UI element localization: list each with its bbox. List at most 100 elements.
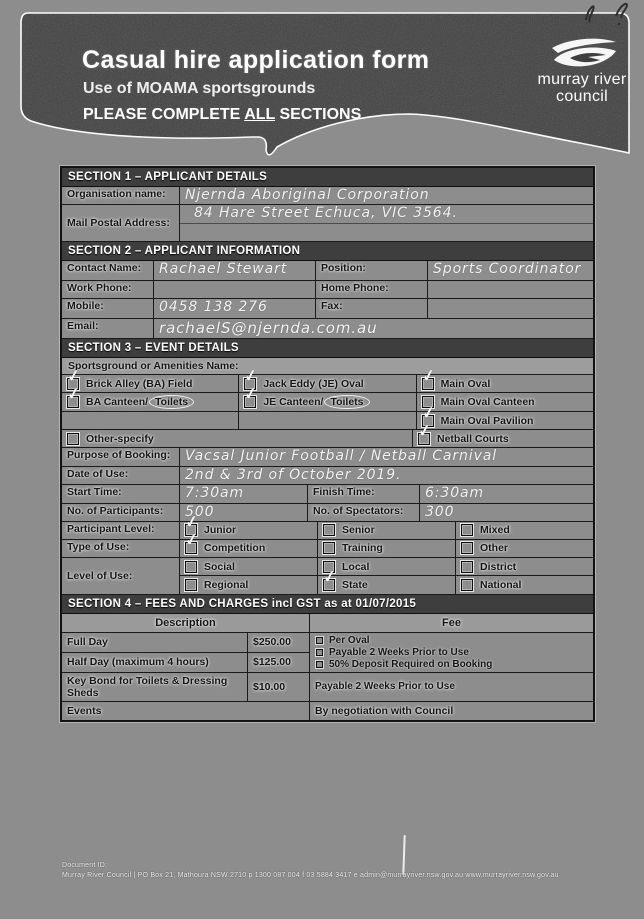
empty-cell [239, 412, 417, 430]
checkbox-icon: ✓ [66, 367, 82, 390]
document-id-label: Document ID: [62, 862, 108, 869]
postal-address-line2 [180, 224, 593, 239]
organisation-label: Organisation name: [62, 187, 180, 205]
level-of-use-row: Level of Use: Social Local District Regi… [62, 557, 593, 595]
email-value: rachaelS@njernda.com.au [159, 319, 378, 338]
date-of-use-field: 2nd & 3rd of October 2019. [180, 467, 593, 484]
finish-time-field: 6:30am [420, 485, 593, 502]
grounds-row-2: ✓ BA Canteen/Toilets ✓ JE Canteen/Toilet… [62, 385, 593, 413]
participants-field: 500 [180, 503, 308, 521]
email-row: Email: rachaelS@njernda.com.au [62, 319, 593, 340]
purpose-value: Vacsal Junior Football / Netball Carniva… [185, 448, 498, 465]
fee-conditions: Per Oval Payable 2 Weeks Prior to Use 50… [310, 633, 593, 672]
checkbox-je-canteen: ✓ JE Canteen/Toilets [239, 385, 417, 412]
description-column-header: Description [62, 613, 310, 632]
checkbox-label: Other [480, 542, 509, 555]
participant-level-label: Participant Level: [62, 521, 180, 539]
work-phone-field [154, 281, 316, 299]
postal-address-field: 84 Hare Street Echuca, VIC 3564. [180, 205, 593, 241]
checkbox-label: Main Oval Pavilion [440, 414, 534, 427]
checkbox-icon: ✓ [66, 385, 82, 409]
grounds-header: Sportsground or Amenities Name: [62, 358, 593, 376]
type-of-use-row: Type of Use: ✓ Competition Training Other [62, 531, 593, 558]
fee-condition-item: Per Oval [316, 635, 587, 646]
checkbox-label: Senior [342, 524, 375, 537]
organisation-value: Njernda Aboriginal Corporation [185, 187, 430, 203]
checkbox-label: Other-specify [86, 432, 154, 445]
checkbox-brick-alley: ✓ Brick Alley (BA) Field [62, 367, 240, 393]
page-subtitle: Use of MOAMA sportsgrounds [83, 80, 316, 97]
checkbox-label: Social [204, 560, 235, 573]
circled-word: Toilets [149, 395, 195, 410]
checkbox-netball-courts: ✓ Netball Courts [413, 422, 593, 447]
full-day-amount: $250.00 [253, 636, 291, 649]
logo-line1: murray river [537, 71, 627, 88]
checkbox-icon [461, 524, 473, 537]
section2-header: SECTION 2 – APPLICANT INFORMATION [62, 242, 593, 262]
checkbox-icon: ✓ [417, 422, 433, 445]
checkbox-main-oval: ✓ Main Oval [417, 367, 593, 392]
fee-column-header: Fee [442, 616, 461, 629]
square-bullet-icon [316, 660, 323, 668]
grounds-row-1: ✓ Brick Alley (BA) Field ✓ Jack Eddy (JE… [62, 367, 593, 394]
checkbox-main-oval-pavilion: ✓ Main Oval Pavilion [417, 404, 593, 429]
checkbox-label: National [480, 579, 522, 592]
work-phone-label: Work Phone: [62, 281, 154, 299]
checkbox-icon: ✓ [184, 513, 200, 537]
contact-name-value: Rachael Stewart [159, 261, 288, 278]
logo-line2: council [556, 87, 608, 105]
checkbox-icon: ✓ [420, 404, 437, 427]
pen-scribble-top-right [585, 2, 628, 26]
full-half-day-rows: Full Day $250.00 Half Day (maximum 4 hou… [62, 632, 593, 673]
checkbox-state: ✓ State [318, 568, 456, 594]
circled-word: Toilets [324, 395, 370, 410]
start-time-label: Start Time: [62, 485, 180, 503]
checkbox-other: Other [456, 540, 593, 557]
checkbox-mixed: Mixed [456, 522, 593, 539]
grounds-row-4: Other-specify ✓ Netball Courts [62, 422, 593, 449]
half-day-amount: $125.00 [253, 656, 291, 669]
check-mark: ✓ [420, 366, 437, 386]
checkbox-icon [185, 579, 197, 592]
mobile-fax-row: Mobile: 0458 138 276 Fax: [62, 299, 593, 320]
instruction-post: SECTIONS [275, 106, 362, 123]
checkbox-training: Training [318, 539, 456, 557]
checkbox-ba-canteen: ✓ BA Canteen/Toilets [62, 385, 240, 412]
checkbox-icon [185, 560, 197, 573]
checkbox-local: Local [318, 557, 456, 576]
checkbox-national: National [456, 576, 593, 594]
fee-condition-text: Per Oval [329, 634, 370, 646]
checkbox-icon [67, 432, 79, 445]
position-label: Position: [316, 261, 428, 281]
mobile-label: Mobile: [62, 299, 154, 319]
contact-name-field: Rachael Stewart [154, 261, 316, 281]
participants-label: No. of Participants: [62, 503, 180, 521]
key-bond-row: Key Bond for Toilets & Dressing Sheds $1… [62, 672, 593, 702]
checkbox-social: Social [180, 557, 318, 576]
square-bullet-icon [316, 636, 323, 644]
checkbox-label: Main Oval Canteen [440, 396, 535, 409]
email-label: Email: [62, 319, 154, 339]
checkbox-other-specify: Other-specify [62, 430, 413, 448]
checkbox-junior: ✓ Junior [180, 513, 318, 539]
checkbox-icon: ✓ [184, 531, 200, 555]
times-row: Start Time: 7:30am Finish Time: 6:30am [62, 485, 593, 504]
events-note: By negotiation with Council [315, 704, 454, 717]
half-day-label: Half Day (maximum 4 hours) [62, 652, 248, 672]
key-bond-amount: $10.00 [248, 672, 310, 701]
empty-cell [62, 412, 240, 430]
spectators-field: 300 [420, 504, 593, 521]
checkbox-main-oval-canteen: Main Oval Canteen [417, 393, 593, 411]
checkbox-label: Junior [204, 524, 237, 537]
checkbox-label: Competition [204, 542, 266, 555]
council-leaf-icon [552, 38, 616, 67]
checkbox-icon [461, 560, 473, 573]
postal-address-row: Mail Postal Address: 84 Hare Street Echu… [62, 205, 593, 243]
participant-level-row: Participant Level: ✓ Junior Senior Mixed [62, 513, 593, 540]
home-phone-label: Home Phone: [316, 281, 428, 299]
checkbox-label: District [480, 560, 517, 573]
checkbox-label: Training [342, 542, 383, 555]
start-time-value: 7:30am [185, 485, 245, 502]
fax-label: Fax: [316, 299, 428, 319]
